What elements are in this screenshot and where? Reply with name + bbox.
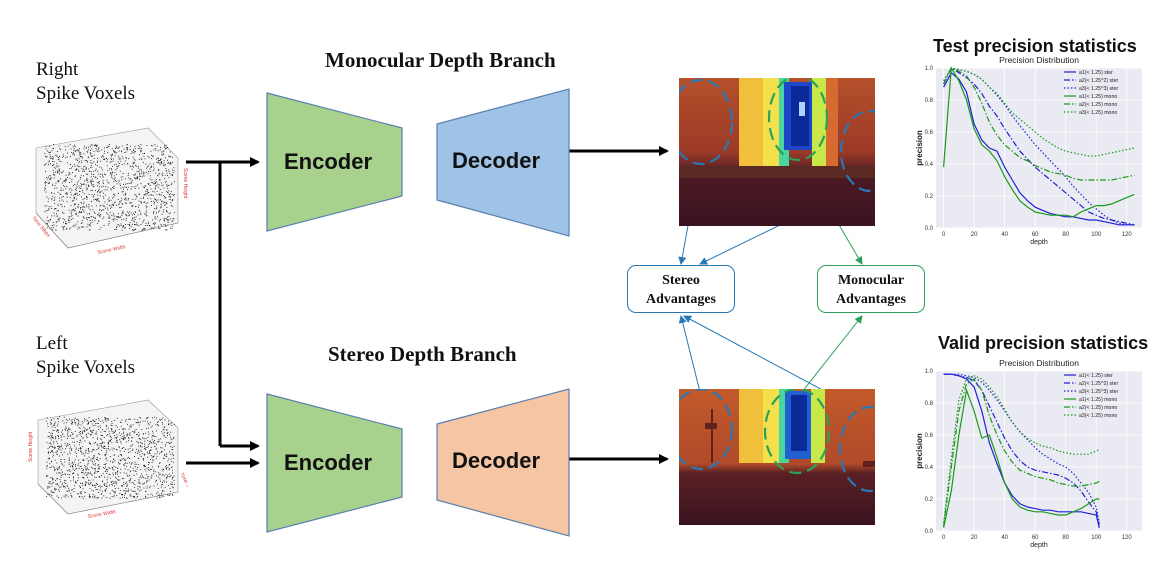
left-cube-depth-label: Time Steps	[178, 472, 188, 497]
monocular-depth-map	[679, 78, 875, 226]
chart-title: Precision Distribution	[999, 358, 1079, 368]
monocular-branch-title: Monocular Depth Branch	[325, 48, 556, 72]
left-spike-voxel-cube: Scene Width Scene Height Time Steps	[28, 399, 188, 520]
stereo-advantages-line2: Advantages	[645, 292, 716, 307]
legend-entry: a3(< 1.25^3) ster	[1079, 389, 1118, 395]
right-cube-height-label: Scene Height	[182, 168, 188, 199]
left-voxel-label: Left Spike Voxels	[36, 332, 135, 380]
stereo-map-left-highlight	[679, 389, 734, 471]
series-line-2	[943, 67, 1135, 226]
left-cube-height-label: Scene Height	[28, 431, 34, 462]
input-arrows	[186, 146, 669, 468]
x-tick-label: 40	[1001, 535, 1008, 541]
x-tick-label: 60	[1032, 232, 1039, 238]
y-tick-label: 0.0	[925, 529, 934, 535]
stereo-map-center-highlight	[763, 389, 831, 475]
y-tick-label: 1.0	[925, 369, 934, 375]
test-plot-title: Test precision statistics	[933, 36, 1137, 56]
monocular-decoder: Decoder	[436, 88, 570, 237]
x-tick-label: 120	[1122, 232, 1133, 238]
x-tick-label: 80	[1062, 232, 1069, 238]
monocular-advantages-line2: Advantages	[835, 292, 906, 307]
x-axis-label: depth	[1030, 239, 1048, 246]
legend-entry: a2(< 1.25^2) ster	[1079, 381, 1118, 387]
y-tick-label: 0.6	[925, 130, 934, 136]
monocular-advantages-box: Monocular Advantages	[817, 265, 925, 313]
x-tick-label: 60	[1032, 535, 1039, 541]
legend-entry: a2(< 1.25^2) ster	[1079, 78, 1118, 84]
x-tick-label: 40	[1001, 232, 1008, 238]
stereo-depth-map	[679, 389, 875, 525]
y-axis-label: precision	[915, 433, 924, 469]
y-tick-label: 0.8	[925, 401, 934, 407]
right-voxel-label-line1: Right	[36, 59, 79, 80]
monocular-map-left-highlight	[679, 78, 734, 166]
y-tick-label: 0.4	[925, 465, 934, 471]
test-precision-chart: 0 20 40 60 80 100 120 0.0 0.2 0.4 0.6 0.8 1.0 Precisi…	[915, 55, 1142, 246]
legend-entry: a1(< 1.25) mono	[1079, 397, 1117, 403]
monocular-encoder: Encoder	[266, 92, 403, 232]
x-axis-label: depth	[1030, 542, 1048, 549]
right-voxel-label-line2: Spike Voxels	[36, 83, 136, 104]
x-tick-label: 100	[1091, 232, 1102, 238]
series-line-4	[943, 66, 1135, 218]
legend-entry: a2(< 1.25) mono	[1079, 405, 1117, 411]
series-line-6	[943, 375, 1100, 524]
stereo-decoder: Decoder	[436, 388, 570, 537]
y-tick-label: 0.6	[925, 433, 934, 439]
stereo-branch-title: Stereo Depth Branch	[328, 342, 517, 366]
series-line-1	[943, 71, 1135, 226]
valid-precision-chart: 0 20 40 60 80 100 120 0.0 0.2 0.4 0.6 0.8 1.0 Precisi…	[915, 358, 1142, 549]
stereo-decoder-label: Decoder	[452, 448, 540, 473]
x-tick-label: 100	[1091, 535, 1102, 541]
stereo-encoder: Encoder	[266, 393, 403, 533]
series-line-4	[943, 387, 1100, 528]
series-line-6	[943, 67, 1135, 157]
right-spike-voxel-cube: Scene Width Time Steps Scene Height	[30, 127, 188, 256]
stereo-map-right-highlight	[838, 405, 875, 493]
legend-entry: a1(< 1.25) mono	[1079, 94, 1117, 100]
stereo-advantages-line1: Stereo	[662, 273, 700, 288]
monocular-map-right-highlight	[839, 109, 875, 193]
legend-entry: a1(< 1.25) ster	[1079, 70, 1113, 76]
stereo-encoder-label: Encoder	[284, 450, 372, 475]
x-tick-label: 0	[942, 535, 946, 541]
valid-plot-title: Valid precision statistics	[938, 333, 1149, 353]
x-tick-label: 20	[971, 232, 978, 238]
legend-entry: a2(< 1.25) mono	[1079, 102, 1117, 108]
stereo-advantages-box: Stereo Advantages	[627, 265, 735, 313]
x-tick-label: 80	[1062, 535, 1069, 541]
legend-entry: a3(< 1.25) mono	[1079, 110, 1117, 116]
monocular-encoder-label: Encoder	[284, 149, 372, 174]
x-tick-label: 20	[971, 535, 978, 541]
y-axis-label: precision	[915, 130, 924, 166]
y-tick-label: 0.2	[925, 497, 934, 503]
y-tick-label: 0.2	[925, 194, 934, 200]
left-cube-width-label: Scene Width	[87, 509, 116, 520]
left-voxel-label-line1: Left	[36, 333, 68, 354]
legend-entry: a3(< 1.25^3) ster	[1079, 86, 1118, 92]
left-voxel-label-line2: Spike Voxels	[36, 357, 136, 378]
monocular-map-center-highlight	[767, 78, 829, 162]
y-tick-label: 0.8	[925, 98, 934, 104]
series-line-5	[943, 67, 1135, 181]
y-tick-label: 0.0	[925, 226, 934, 232]
legend-entry: a1(< 1.25) ster	[1079, 373, 1113, 379]
chart-title: Precision Distribution	[999, 55, 1079, 65]
x-tick-label: 0	[942, 232, 946, 238]
series-line-2	[943, 373, 1100, 525]
monocular-decoder-label: Decoder	[452, 148, 540, 173]
right-cube-width-label: Scene Width	[97, 244, 126, 256]
series-line-1	[943, 373, 1100, 528]
right-voxel-label: Right Spike Voxels	[36, 58, 135, 106]
monocular-advantages-line1: Monocular	[837, 273, 905, 288]
x-tick-label: 120	[1122, 535, 1133, 541]
y-tick-label: 0.4	[925, 162, 934, 168]
legend-entry: a3(< 1.25) mono	[1079, 413, 1117, 419]
y-tick-label: 1.0	[925, 66, 934, 72]
